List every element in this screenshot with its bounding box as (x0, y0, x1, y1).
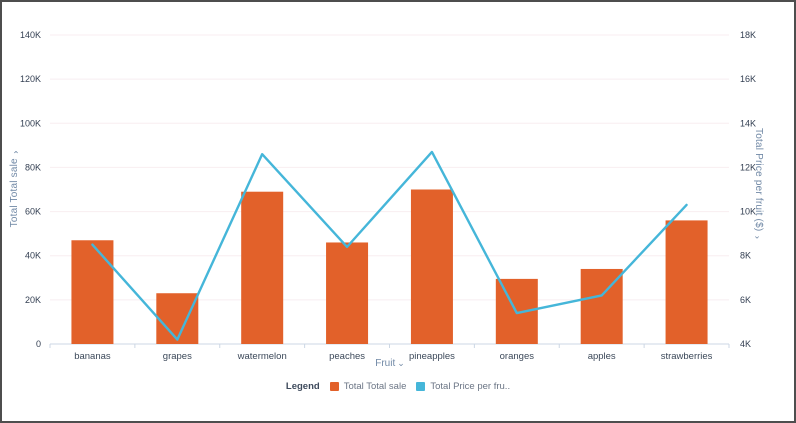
bar-strawberries[interactable] (665, 220, 708, 344)
left-axis-title[interactable]: Total Total sale⌄ (9, 148, 20, 227)
left-axis-tick-label: 20K (25, 295, 41, 305)
category-label-strawberries: strawberries (661, 351, 713, 362)
category-label-oranges: oranges (500, 351, 535, 362)
right-axis-tick-label: 4K (740, 339, 751, 349)
right-axis-tick-label: 10K (740, 207, 756, 217)
bar-grapes[interactable] (156, 293, 199, 344)
legend-item-price-per-fruit[interactable]: Total Price per fru.. (416, 381, 510, 392)
right-axis-title[interactable]: Total Price per fruit ($)⌄ (753, 128, 764, 242)
category-label-pineapples: pineapples (409, 351, 455, 362)
left-axis-tick-label: 100K (20, 118, 41, 128)
legend-title: Legend (285, 381, 320, 392)
category-label-bananas: bananas (74, 351, 111, 362)
right-axis-tick-label: 6K (740, 295, 751, 305)
left-axis-title-text: Total Total sale (9, 158, 20, 228)
right-axis-tick-label: 18K (740, 30, 756, 40)
category-label-watermelon: watermelon (237, 351, 287, 362)
bar-peaches[interactable] (326, 242, 369, 344)
legend: Legend Total Total sale Total Price per … (2, 381, 794, 392)
price-per-fruit-line[interactable] (91, 150, 688, 341)
bar-watermelon[interactable] (241, 191, 284, 344)
x-axis-title[interactable]: Fruit ⌄ (310, 358, 470, 369)
chevron-down-icon: ⌄ (397, 358, 405, 368)
left-axis-tick-label: 120K (20, 74, 41, 84)
category-label-apples: apples (588, 351, 616, 362)
legend-item-label: Total Price per fru.. (430, 381, 511, 392)
right-axis-tick-label: 16K (740, 74, 756, 84)
left-axis-tick-label: 40K (25, 251, 41, 261)
right-axis-tick-label: 14K (740, 118, 756, 128)
bar-pineapples[interactable] (410, 189, 453, 345)
left-axis-tick-label: 80K (25, 162, 41, 172)
legend-item-label: Total Total sale (343, 381, 407, 392)
category-label-grapes: grapes (163, 351, 192, 362)
bar-bananas[interactable] (71, 240, 114, 344)
category-label-peaches: peaches (329, 351, 365, 362)
right-axis-tick-label: 8K (740, 251, 751, 261)
x-axis-title-text: Fruit (375, 358, 396, 369)
right-axis-title-text: Total Price per fruit ($) (753, 128, 764, 232)
left-axis-tick-label: 0 (36, 339, 41, 349)
legend-item-total-sale[interactable]: Total Total sale (329, 381, 407, 392)
chevron-down-icon: ⌄ (10, 148, 20, 159)
chevron-down-icon: ⌄ (753, 231, 763, 242)
left-axis-tick-label: 140K (20, 30, 41, 40)
right-axis-tick-label: 12K (740, 162, 756, 172)
left-axis-tick-label: 60K (25, 207, 41, 217)
legend-swatch-bar-series (329, 382, 339, 391)
legend-swatch-line-series (416, 382, 426, 391)
